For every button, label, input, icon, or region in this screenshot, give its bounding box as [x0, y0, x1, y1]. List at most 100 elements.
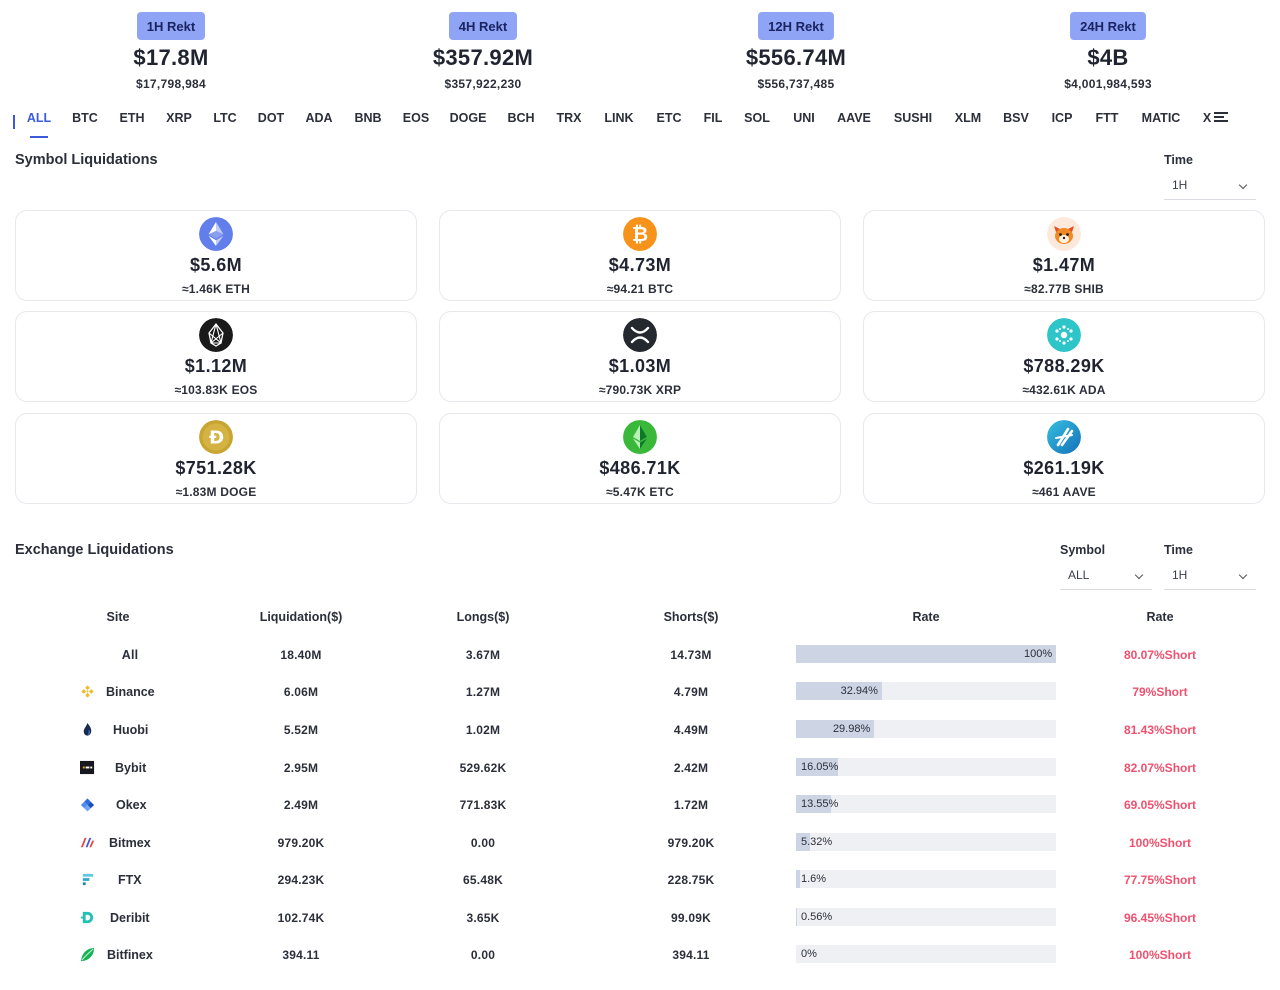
- tab-fil[interactable]: FIL: [703, 111, 723, 125]
- symbol-card-aave[interactable]: $261.19K ≈461 AAVE: [863, 413, 1265, 504]
- tab-doge[interactable]: DOGE: [449, 111, 487, 125]
- time-select[interactable]: 1H: [1164, 172, 1256, 200]
- share-bar-label: 32.94%: [840, 685, 878, 697]
- site-name: Bitfinex: [107, 948, 153, 962]
- tab-bnb[interactable]: BNB: [354, 111, 382, 125]
- share-bar-fill: [796, 795, 832, 813]
- rekt-badge[interactable]: 4H Rekt: [448, 12, 518, 40]
- share-bar-fill: [796, 758, 838, 776]
- svg-text:₿: ₿: [632, 222, 648, 246]
- active-tab-underline: [30, 136, 48, 138]
- symbol-liquidations-title: Symbol Liquidations: [15, 152, 158, 168]
- tab-ada[interactable]: ADA: [305, 111, 333, 125]
- symbol-amount: $486.71K: [599, 458, 681, 478]
- tab-link[interactable]: LINK: [604, 111, 634, 125]
- table-row: Huobi 5.52M 1.02M 4.49M 29.98% 81.43%Sho…: [0, 720, 1280, 760]
- site-name: Okex: [116, 798, 147, 812]
- bitcoin-icon: ₿: [623, 217, 657, 251]
- short-rate: 100%Short: [1128, 836, 1192, 850]
- tab-sol[interactable]: SOL: [744, 111, 770, 125]
- liquidation-value: 102.74K: [277, 911, 325, 925]
- table-row: Binance 6.06M 1.27M 4.79M 32.94% 79%Shor…: [0, 682, 1280, 722]
- shorts-value: 4.79M: [673, 685, 709, 699]
- symbol-card-shib[interactable]: $1.47M ≈82.77B SHIB: [863, 210, 1265, 301]
- symbol-quantity: ≈432.61K ADA: [1022, 383, 1106, 397]
- table-row: Bybit 2.95M 529.62K 2.42M 16.05% 82.07%S…: [0, 758, 1280, 798]
- exchange-liquidations-title: Exchange Liquidations: [15, 542, 174, 558]
- liquidation-value: 2.49M: [283, 798, 319, 812]
- symbol-card-etc[interactable]: $486.71K ≈5.47K ETC: [439, 413, 841, 504]
- tab-uni[interactable]: UNI: [793, 111, 815, 125]
- tab-aave[interactable]: AAVE: [837, 111, 871, 125]
- symbol-label: Symbol: [1060, 543, 1106, 557]
- rekt-card-1h: 1H Rekt $17.8M $17,798,984: [71, 12, 271, 91]
- share-bar-label: 1.6%: [801, 873, 827, 885]
- tab-sushi[interactable]: SUSHI: [893, 111, 933, 125]
- tab-bch[interactable]: BCH: [507, 111, 535, 125]
- symbol-card-doge[interactable]: Ð $751.28K ≈1.83M DOGE: [15, 413, 417, 504]
- column-header-site: Site: [106, 610, 130, 624]
- symbol-card-eth[interactable]: $5.6M ≈1.46K ETH: [15, 210, 417, 301]
- symbol-quantity: ≈103.83K EOS: [174, 383, 258, 397]
- tab-x[interactable]: X: [1202, 111, 1212, 125]
- liquidation-value: 5.52M: [283, 723, 319, 737]
- time-select[interactable]: 1H: [1164, 562, 1256, 590]
- longs-value: 771.83K: [459, 798, 507, 812]
- short-rate: 81.43%Short: [1123, 723, 1197, 737]
- symbol-select[interactable]: ALL: [1060, 562, 1152, 590]
- table-row: Bitmex 979.20K 0.00 979.20K 5.32% 100%Sh…: [0, 833, 1280, 873]
- shiba-icon: [1047, 217, 1081, 251]
- tab-ltc[interactable]: LTC: [213, 111, 237, 125]
- symbol-amount: $261.19K: [1023, 458, 1105, 478]
- site-name: Huobi: [113, 723, 149, 737]
- share-bar: 5.32%: [796, 833, 1056, 851]
- symbol-card-ada[interactable]: $788.29K ≈432.61K ADA: [863, 311, 1265, 402]
- tab-eos[interactable]: EOS: [402, 111, 430, 125]
- table-row: Okex 2.49M 771.83K 1.72M 13.55% 69.05%Sh…: [0, 795, 1280, 835]
- share-bar-fill: [796, 870, 801, 888]
- tab-ftt[interactable]: FTT: [1095, 111, 1119, 125]
- tab-xlm[interactable]: XLM: [954, 111, 982, 125]
- time-select-value: 1H: [1172, 568, 1188, 582]
- binance-icon: [81, 685, 94, 698]
- share-bar: 32.94%: [796, 682, 1056, 700]
- shorts-value: 1.72M: [673, 798, 709, 812]
- symbol-card-eos[interactable]: $1.12M ≈103.83K EOS: [15, 311, 417, 402]
- tab-all[interactable]: ALL: [26, 111, 52, 125]
- time-label: Time: [1164, 543, 1193, 557]
- site-name: Binance: [106, 685, 155, 699]
- column-header-rate-share: Rate: [912, 610, 940, 624]
- rekt-badge[interactable]: 12H Rekt: [758, 12, 834, 40]
- symbol-card-btc[interactable]: ₿ $4.73M ≈94.21 BTC: [439, 210, 841, 301]
- tab-etc[interactable]: ETC: [656, 111, 682, 125]
- rekt-badge[interactable]: 1H Rekt: [136, 12, 206, 40]
- liquidation-value: 294.23K: [277, 873, 325, 887]
- longs-value: 1.02M: [465, 723, 501, 737]
- bitfinex-icon: [80, 947, 95, 962]
- tab-matic[interactable]: MATIC: [1141, 111, 1181, 125]
- site-name: Deribit: [110, 911, 150, 925]
- tab-xrp[interactable]: XRP: [166, 111, 192, 125]
- site-name: FTX: [118, 873, 142, 887]
- symbol-card-xrp[interactable]: $1.03M ≈790.73K XRP: [439, 311, 841, 402]
- tab-icp[interactable]: ICP: [1051, 111, 1073, 125]
- longs-value: 0.00: [470, 948, 496, 962]
- dogecoin-icon: Ð: [199, 420, 233, 454]
- tab-btc[interactable]: BTC: [72, 111, 98, 125]
- symbol-amount: $4.73M: [608, 255, 672, 275]
- tab-eth[interactable]: ETH: [119, 111, 145, 125]
- rekt-badge[interactable]: 24H Rekt: [1070, 12, 1146, 40]
- tab-bsv[interactable]: BSV: [1003, 111, 1029, 125]
- rekt-card-4h: 4H Rekt $357.92M $357,922,230: [383, 12, 583, 91]
- share-bar-fill: [796, 833, 810, 851]
- short-rate: 100%Short: [1128, 948, 1192, 962]
- time-select-value: 1H: [1172, 178, 1188, 192]
- short-rate: 80.07%Short: [1123, 648, 1197, 662]
- share-bar-fill: [796, 645, 1056, 663]
- cardano-icon: [1047, 318, 1081, 352]
- tab-dot[interactable]: DOT: [257, 111, 285, 125]
- tab-trx[interactable]: TRX: [556, 111, 582, 125]
- menu-icon[interactable]: [1214, 112, 1228, 124]
- xrp-icon: [623, 318, 657, 352]
- eos-icon: [199, 318, 233, 352]
